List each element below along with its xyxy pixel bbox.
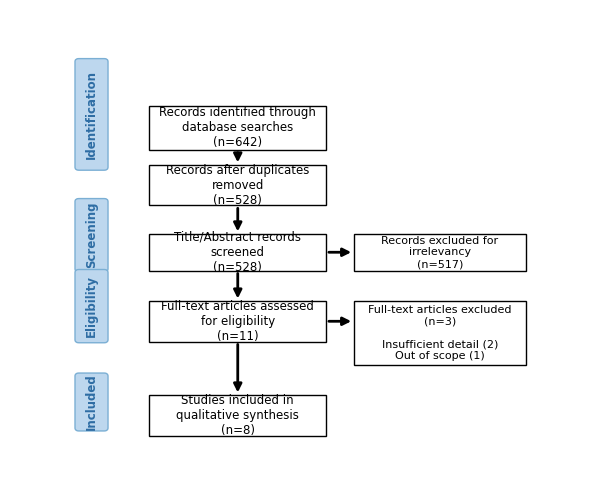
Text: Full-text articles excluded
(n=3)

Insufficient detail (2)
Out of scope (1): Full-text articles excluded (n=3) Insuff… [368,305,512,361]
Text: Records excluded for
irrelevancy
(n=517): Records excluded for irrelevancy (n=517) [382,236,499,269]
Text: Records identified through
database searches
(n=642): Records identified through database sear… [160,107,316,149]
Text: Eligibility: Eligibility [85,275,98,337]
FancyBboxPatch shape [149,106,326,150]
Text: Identification: Identification [85,70,98,159]
FancyBboxPatch shape [75,373,108,431]
Text: Records after duplicates
removed
(n=528): Records after duplicates removed (n=528) [166,164,310,207]
FancyBboxPatch shape [149,234,326,270]
FancyBboxPatch shape [354,301,526,365]
Text: Included: Included [85,374,98,430]
Text: Full-text articles assessed
for eligibility
(n=11): Full-text articles assessed for eligibil… [161,300,314,343]
FancyBboxPatch shape [149,301,326,342]
FancyBboxPatch shape [354,234,526,270]
FancyBboxPatch shape [149,165,326,206]
Text: Screening: Screening [85,202,98,268]
Text: Studies included in
qualitative synthesis
(n=8): Studies included in qualitative synthesi… [176,394,299,437]
Text: Title/Abstract records
screened
(n=528): Title/Abstract records screened (n=528) [174,231,301,274]
FancyBboxPatch shape [75,269,108,343]
FancyBboxPatch shape [149,395,326,436]
FancyBboxPatch shape [75,59,108,170]
FancyBboxPatch shape [75,199,108,272]
